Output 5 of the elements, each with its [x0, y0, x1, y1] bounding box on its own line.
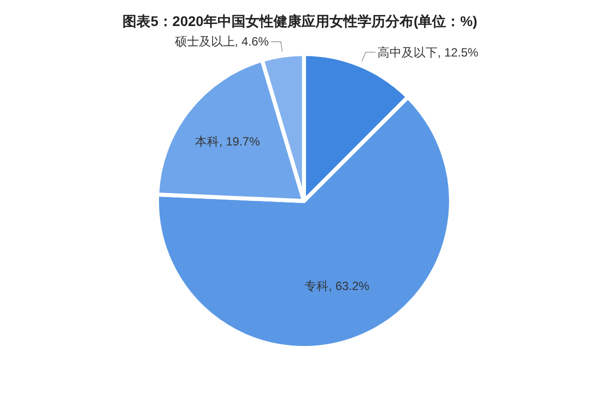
slice-label: 硕士及以上, 4.6%	[174, 34, 270, 49]
slice-label: 本科, 19.7%	[195, 134, 260, 148]
slice-label: 专科, 63.2%	[304, 278, 370, 293]
title: 图表5：2020年中国女性健康应用女性学历分布(单位：%)	[122, 13, 478, 29]
slice-label: 高中及以下, 12.5%	[378, 45, 479, 60]
